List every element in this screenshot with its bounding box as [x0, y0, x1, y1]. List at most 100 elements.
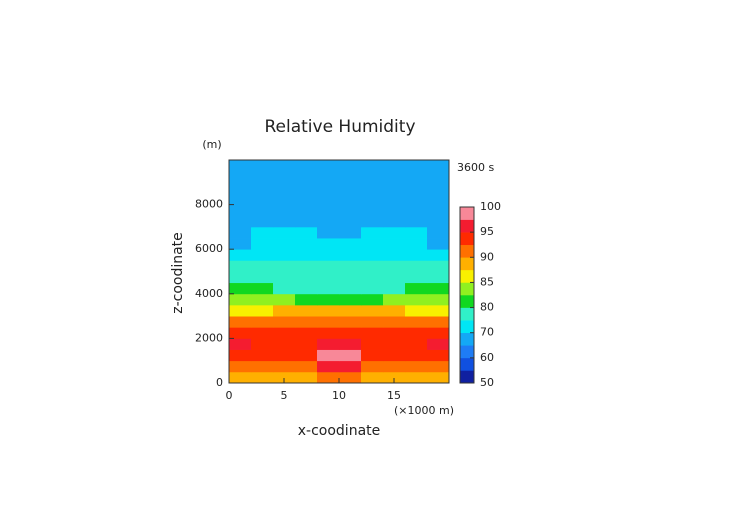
- contour-cell: [383, 282, 406, 295]
- contour-cell: [383, 349, 406, 362]
- x-tick-label: 0: [226, 389, 233, 402]
- contour-cell: [405, 271, 428, 284]
- x-tick-label: 10: [332, 389, 346, 402]
- y-tick-label: 8000: [195, 198, 223, 211]
- contour-cell: [273, 182, 296, 194]
- contour-cell: [405, 238, 428, 250]
- contour-cell: [361, 171, 384, 183]
- contour-cell: [229, 260, 252, 272]
- contour-cell: [361, 327, 384, 339]
- contour-cell: [339, 316, 362, 328]
- contour-cell: [383, 293, 406, 306]
- contour-cell: [295, 360, 318, 373]
- x-tick-label: 5: [281, 389, 288, 402]
- contour-cell: [339, 371, 362, 384]
- contour-cell: [317, 260, 340, 272]
- contour-cell: [317, 193, 340, 205]
- contour-cell: [405, 371, 428, 384]
- contour-cell: [229, 204, 252, 217]
- contour-cell: [339, 249, 362, 261]
- contour-cell: [361, 160, 384, 172]
- contour-cell: [383, 238, 406, 250]
- contour-cell: [317, 304, 340, 317]
- contour-cell: [317, 371, 340, 384]
- contour-cell: [361, 215, 384, 228]
- contour-cell: [251, 271, 274, 284]
- contour-cell: [405, 260, 428, 272]
- colorbar-band: [460, 357, 474, 371]
- contour-cell: [427, 226, 450, 239]
- time-label: 3600 s: [457, 161, 494, 174]
- colorbar-band: [460, 320, 474, 334]
- contour-cell: [295, 215, 318, 228]
- contour-cell: [405, 182, 428, 194]
- y-tick-label: 2000: [195, 331, 223, 344]
- contour-cell: [317, 215, 340, 228]
- contour-cell: [383, 249, 406, 261]
- contour-cell: [251, 316, 274, 328]
- contour-cell: [229, 238, 252, 250]
- colorbar-band: [460, 232, 474, 246]
- contour-cell: [339, 160, 362, 172]
- colorbar-frame: [459, 206, 475, 384]
- contour-cell: [339, 182, 362, 194]
- contour-cell: [273, 171, 296, 183]
- contour-cell: [339, 349, 362, 362]
- contour-cell: [427, 349, 450, 362]
- contour-cell: [361, 204, 384, 217]
- contour-cell: [427, 316, 450, 328]
- contour-cell: [317, 204, 340, 217]
- contour-cell: [251, 349, 274, 362]
- contour-cell: [251, 371, 274, 384]
- contour-cell: [339, 293, 362, 306]
- contour-cell: [251, 226, 274, 239]
- colorbar-tick-label: 60: [480, 351, 494, 364]
- contour-cell: [251, 304, 274, 317]
- contour-cell: [383, 360, 406, 373]
- contour-cell: [229, 160, 252, 172]
- contour-cell: [339, 238, 362, 250]
- contour-cell: [229, 349, 252, 362]
- contour-cell: [317, 160, 340, 172]
- contour-cell: [317, 282, 340, 295]
- contour-cell: [383, 271, 406, 284]
- contour-cell: [251, 193, 274, 205]
- colorbar-band: [460, 282, 474, 296]
- contour-cell: [273, 349, 296, 362]
- contour-cell: [229, 327, 252, 339]
- contour-cell: [405, 349, 428, 362]
- contour-cell: [427, 282, 450, 295]
- contour-cell: [427, 171, 450, 183]
- colorbar-band: [460, 332, 474, 346]
- contour-cell: [405, 171, 428, 183]
- contour-cell: [361, 316, 384, 328]
- colorbar-band: [460, 307, 474, 321]
- contour-cell: [405, 226, 428, 239]
- contour-cell: [317, 226, 340, 239]
- contour-cell: [317, 338, 340, 350]
- contour-cell: [317, 249, 340, 261]
- contour-cell: [317, 316, 340, 328]
- contour-cell: [405, 204, 428, 217]
- contour-cell: [295, 204, 318, 217]
- contour-cell: [251, 182, 274, 194]
- contour-cell: [295, 193, 318, 205]
- x-tick-label: 15: [387, 389, 401, 402]
- contour-cell: [339, 360, 362, 373]
- contour-cell: [273, 204, 296, 217]
- contour-cell: [361, 349, 384, 362]
- contour-cell: [383, 371, 406, 384]
- colorbar-band: [460, 257, 474, 271]
- contour-cell: [405, 193, 428, 205]
- contour-cell: [229, 215, 252, 228]
- contour-cell: [427, 193, 450, 205]
- contour-cell: [405, 338, 428, 350]
- contour-cell: [427, 215, 450, 228]
- y-tick-label: 0: [216, 376, 223, 389]
- contour-cell: [427, 271, 450, 284]
- contour-cell: [229, 249, 252, 261]
- contour-cell: [295, 160, 318, 172]
- contour-cell: [405, 293, 428, 306]
- contour-cell: [361, 226, 384, 239]
